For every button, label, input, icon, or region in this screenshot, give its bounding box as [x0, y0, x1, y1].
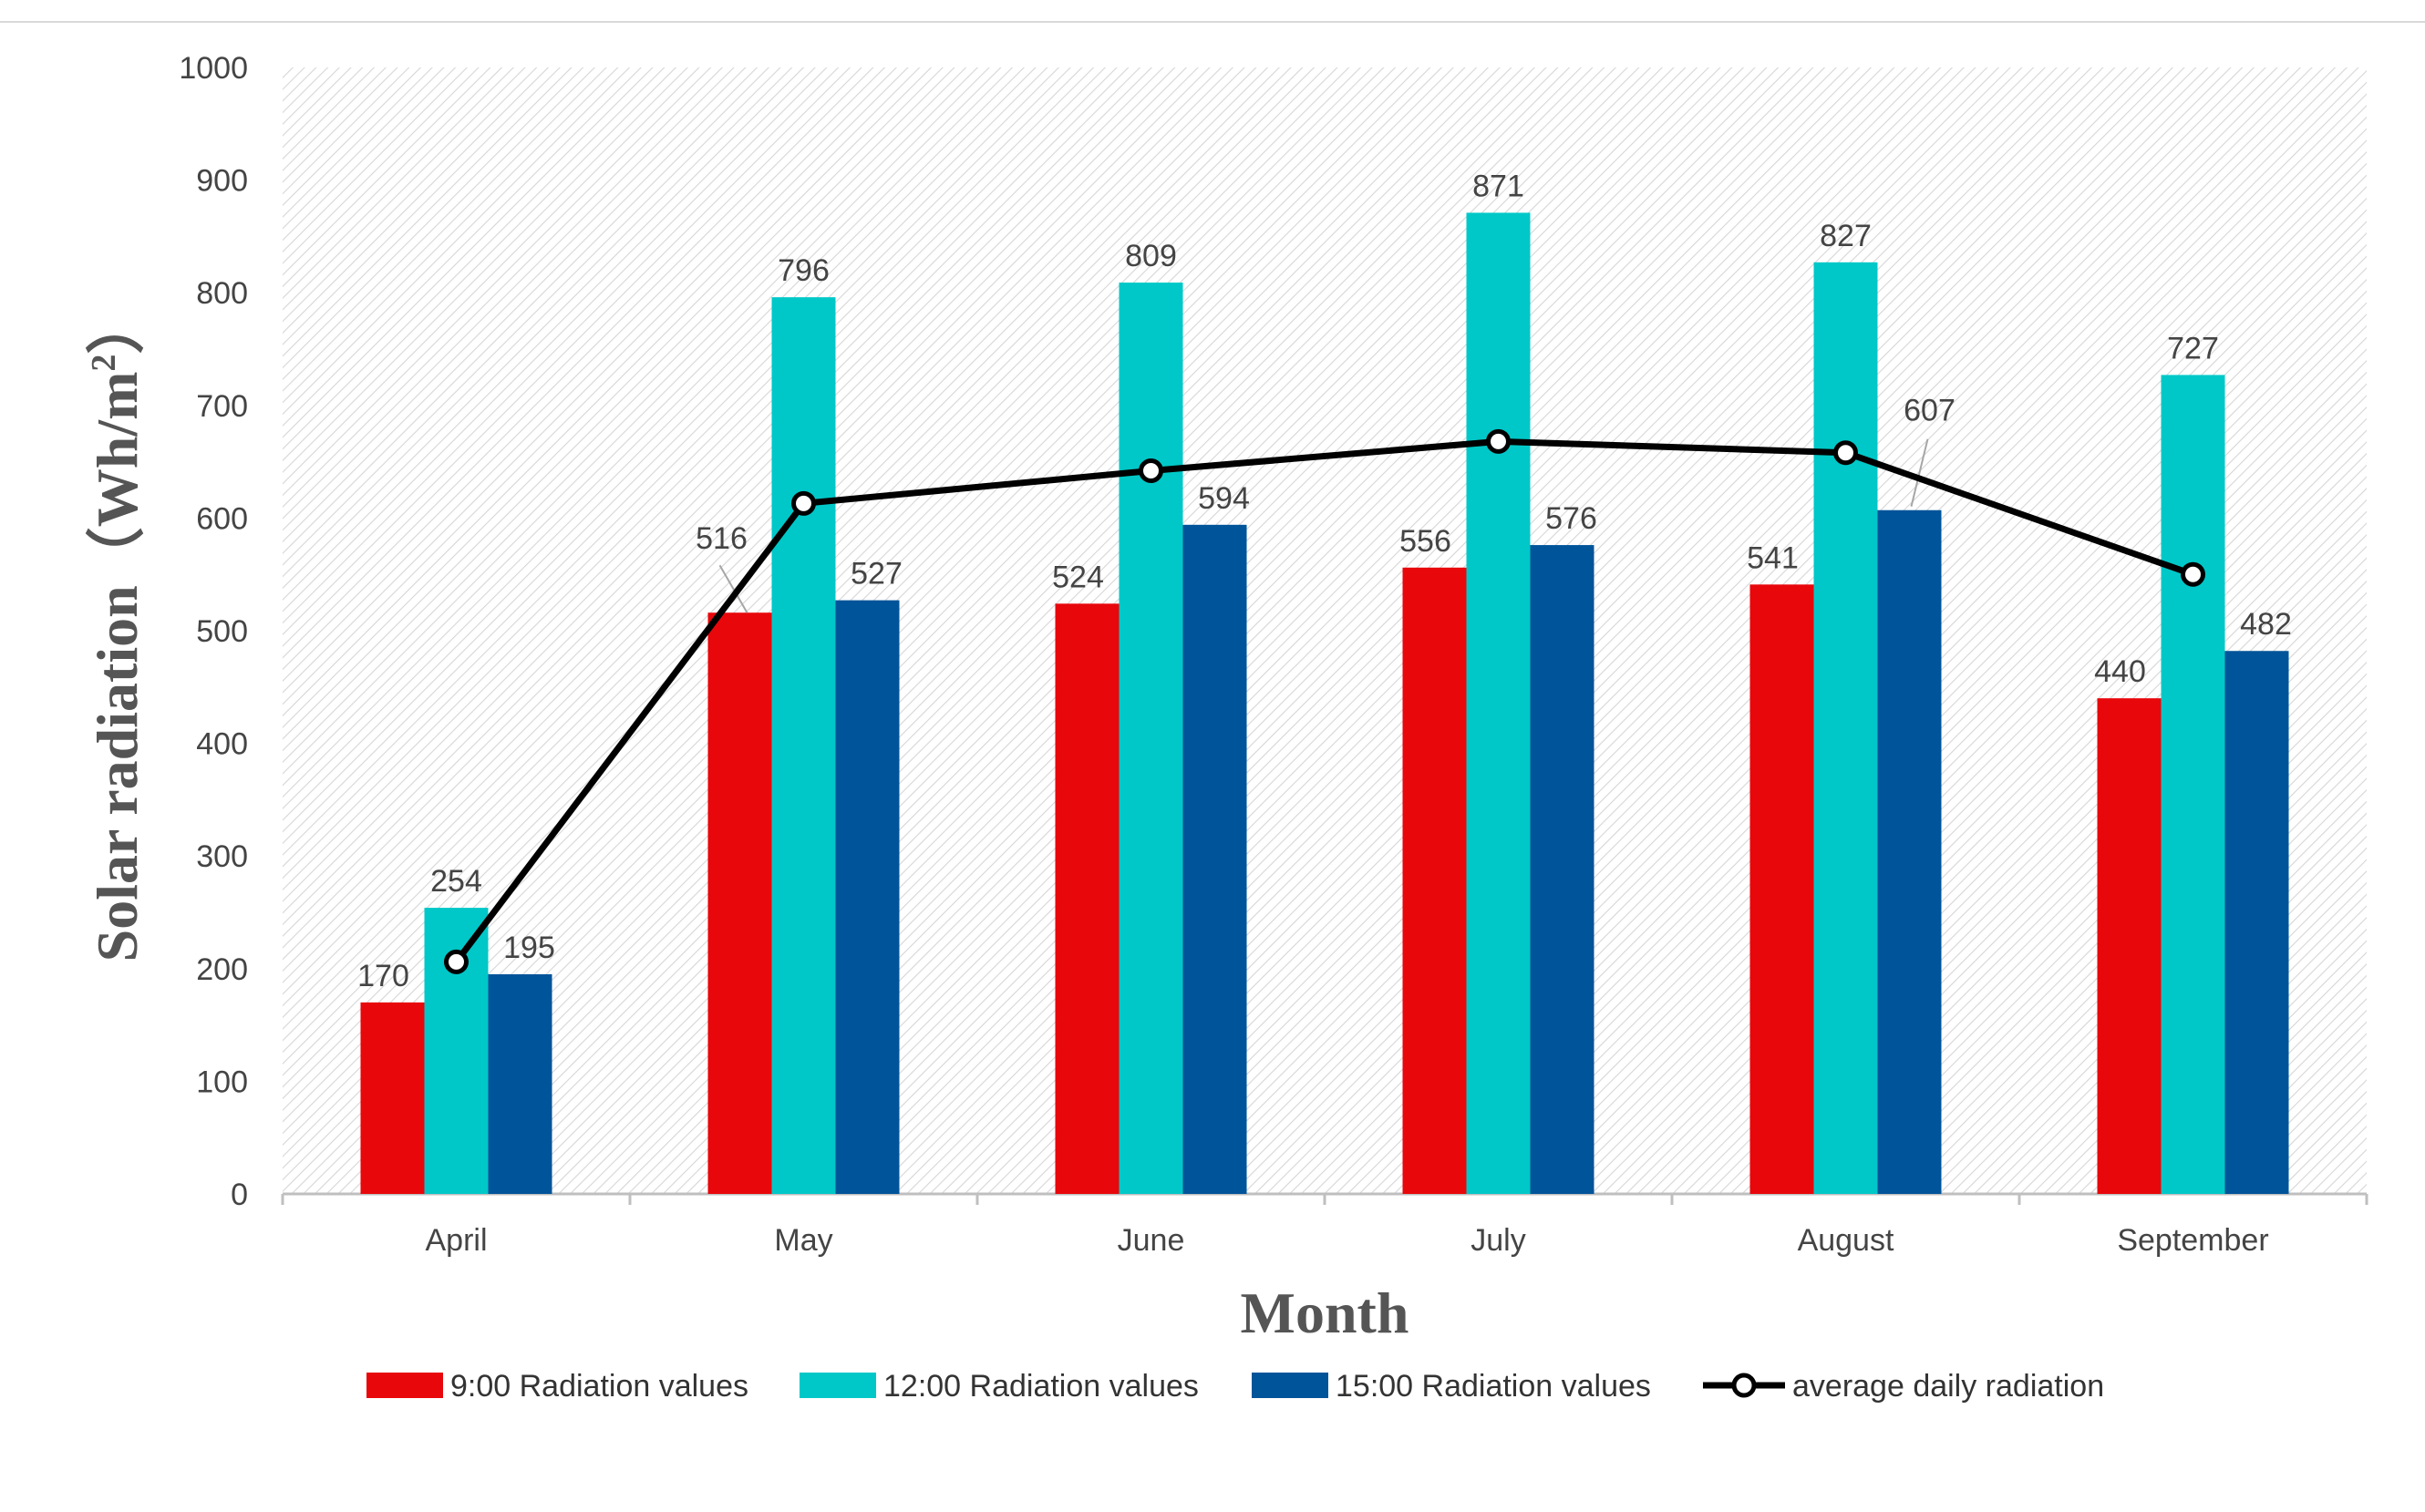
data-label-9-00-radiation-values-september: 440	[2094, 654, 2146, 689]
data-label-9-00-radiation-values-june: 524	[1052, 560, 1104, 594]
line-average-daily-radiation	[453, 437, 2194, 964]
bar-15-00-radiation-values-august	[1877, 509, 1942, 1194]
x-tick-label-may: May	[774, 1223, 832, 1258]
y-tick-label: 900	[196, 164, 248, 199]
data-label-15-00-radiation-values-april: 195	[503, 931, 555, 965]
data-label-12-00-radiation-values-april: 254	[430, 864, 482, 899]
legend-swatch	[366, 1373, 443, 1398]
line-point-may	[791, 490, 816, 516]
data-label-15-00-radiation-values-may: 527	[851, 557, 903, 591]
line-point-july	[1486, 428, 1511, 454]
y-tick-label: 1000	[179, 51, 248, 86]
y-tick-label: 600	[196, 501, 248, 536]
y-axis-title: Solar radiation（Wh/m2）	[85, 296, 150, 962]
y-tick-label: 0	[231, 1178, 248, 1212]
bar-12-00-radiation-values-july	[1466, 212, 1531, 1195]
line-point-august	[1833, 440, 1858, 466]
leader-line-august-15-00	[1910, 438, 1929, 507]
data-label-9-00-radiation-values-august: 541	[1747, 540, 1799, 575]
x-axis-title: Month	[1241, 1281, 1409, 1345]
y-tick-label: 300	[196, 839, 248, 874]
bar-9-00-radiation-values-june	[1055, 603, 1120, 1194]
y-tick-label: 200	[196, 952, 248, 987]
legend-label: 9:00 Radiation values	[450, 1369, 748, 1404]
bar-9-00-radiation-values-july	[1402, 567, 1467, 1194]
bar-12-00-radiation-values-august	[1813, 262, 1878, 1194]
legend: 9:00 Radiation values 12:00 Radiation val…	[366, 1369, 2104, 1404]
data-label-15-00-radiation-values-september: 482	[2240, 607, 2292, 642]
bar-9-00-radiation-values-may	[707, 612, 772, 1194]
legend-item-average-daily-radiation: average daily radiation	[1703, 1369, 2104, 1404]
data-label-12-00-radiation-values-july: 871	[1472, 169, 1524, 203]
data-label-15-00-radiation-values-august: 607	[1904, 394, 1955, 428]
data-label-12-00-radiation-values-august: 827	[1820, 219, 1872, 253]
bar-15-00-radiation-values-june	[1182, 524, 1247, 1194]
legend-item-12-00-radiation-values: 12:00 Radiation values	[800, 1369, 1199, 1404]
x-tick-label-july: July	[1470, 1223, 1525, 1258]
legend-item-15-00-radiation-values: 15:00 Radiation values	[1252, 1369, 1651, 1404]
y-tick-label: 500	[196, 614, 248, 649]
line-point-april	[444, 949, 469, 974]
data-label-9-00-radiation-values-may: 516	[696, 521, 748, 556]
legend-item-9-00-radiation-values: 9:00 Radiation values	[366, 1369, 748, 1404]
line-point-june	[1139, 458, 1163, 483]
data-label-15-00-radiation-values-july: 576	[1545, 501, 1597, 536]
data-label-12-00-radiation-values-may: 796	[778, 253, 830, 288]
bar-9-00-radiation-values-september	[2097, 698, 2162, 1194]
y-tick-label: 400	[196, 727, 248, 762]
bar-12-00-radiation-values-may	[771, 297, 836, 1194]
line-point-september	[2181, 561, 2205, 587]
legend-label: average daily radiation	[1792, 1369, 2104, 1404]
bar-15-00-radiation-values-april	[488, 973, 552, 1194]
x-tick-label-june: June	[1118, 1223, 1185, 1258]
data-label-9-00-radiation-values-april: 170	[357, 959, 409, 993]
bar-15-00-radiation-values-september	[2224, 651, 2289, 1194]
bar-9-00-radiation-values-august	[1749, 584, 1814, 1194]
legend-swatch	[800, 1373, 876, 1398]
x-tick-label-september: September	[2117, 1223, 2268, 1258]
y-tick-label: 800	[196, 276, 248, 311]
legend-swatch	[1252, 1373, 1328, 1398]
bar-12-00-radiation-values-september	[2161, 375, 2225, 1195]
data-label-9-00-radiation-values-july: 556	[1399, 524, 1451, 559]
bar-12-00-radiation-values-june	[1119, 283, 1183, 1194]
data-label-12-00-radiation-values-september: 727	[2167, 331, 2219, 365]
bar-15-00-radiation-values-july	[1530, 545, 1594, 1194]
bar-15-00-radiation-values-may	[835, 600, 900, 1194]
plot-area-background	[283, 67, 2367, 1194]
data-label-12-00-radiation-values-june: 809	[1125, 239, 1177, 273]
legend-label: 12:00 Radiation values	[883, 1369, 1199, 1404]
y-tick-label: 700	[196, 389, 248, 424]
legend-label: 15:00 Radiation values	[1336, 1369, 1651, 1404]
data-label-15-00-radiation-values-june: 594	[1198, 481, 1250, 516]
x-tick-label-april: April	[425, 1223, 487, 1258]
x-tick-label-august: August	[1798, 1223, 1894, 1258]
bar-9-00-radiation-values-april	[360, 1002, 425, 1194]
y-tick-label: 100	[196, 1065, 248, 1099]
leader-line-may-9-00	[718, 564, 748, 613]
legend-marker	[1731, 1373, 1757, 1398]
